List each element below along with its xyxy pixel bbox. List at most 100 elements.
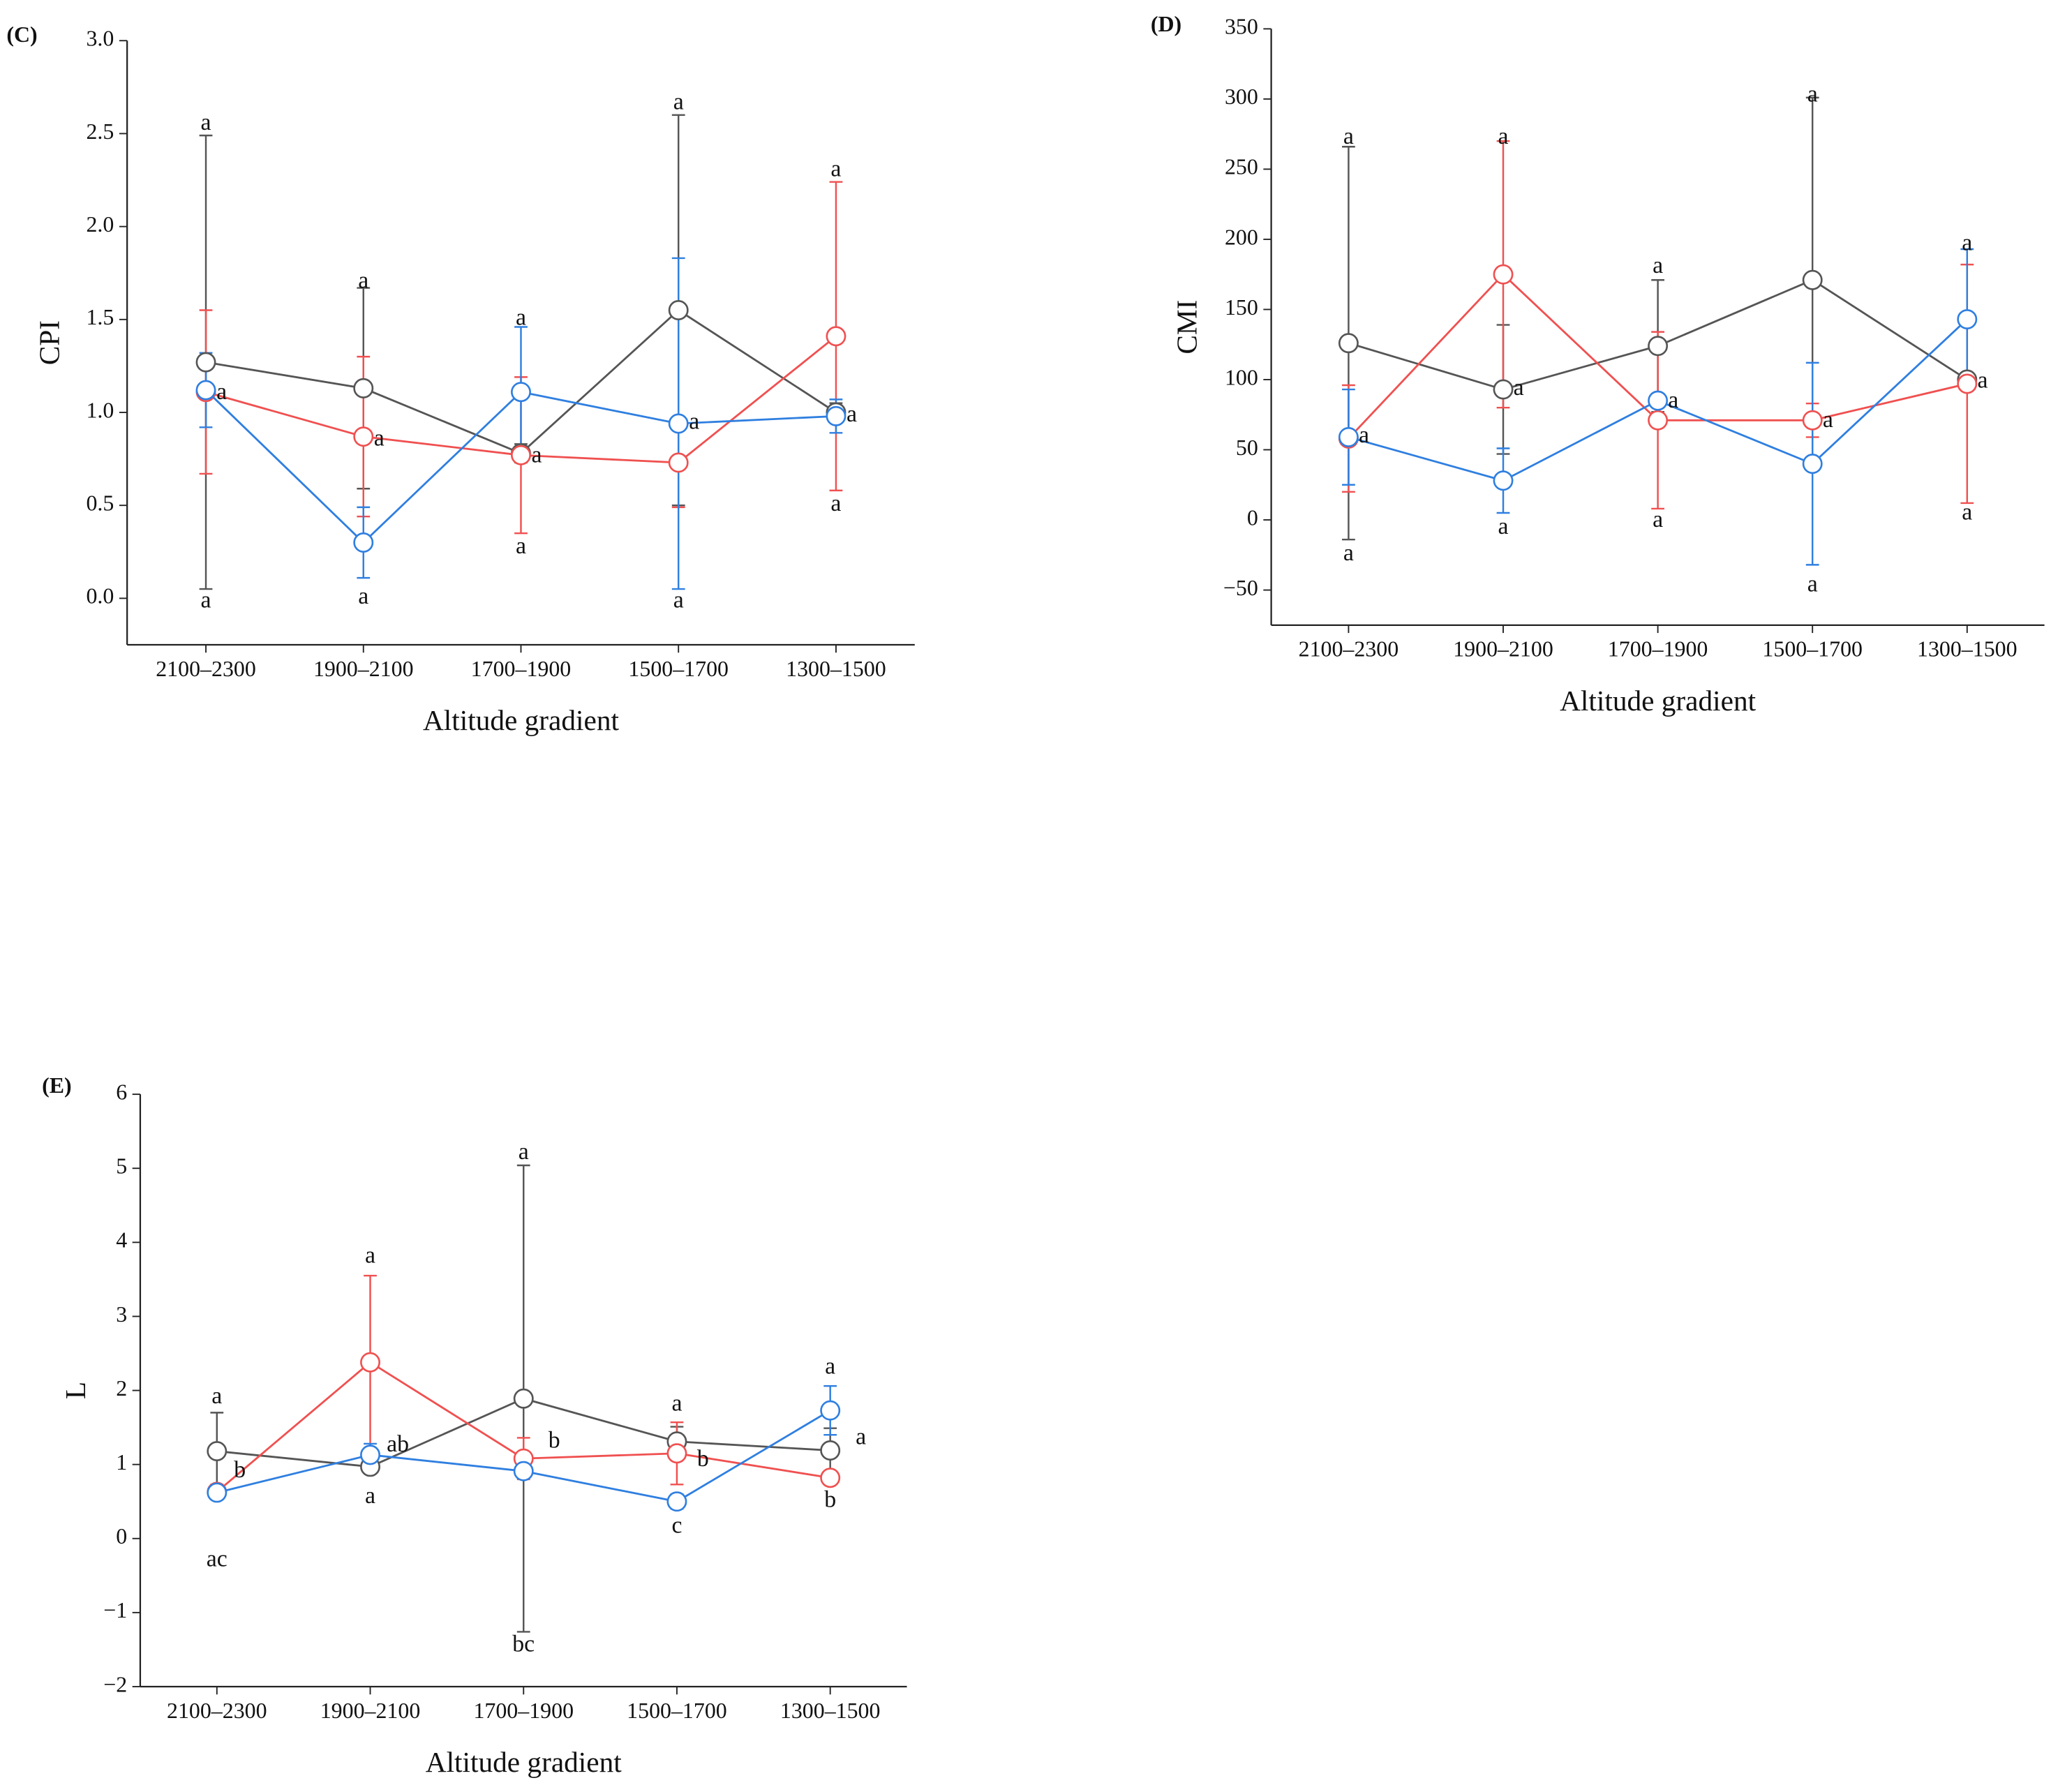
x-axis-title: Altitude gradient	[1560, 685, 1756, 717]
significance-letter: a	[532, 442, 542, 468]
x-tick-label: 2100–2300	[1299, 637, 1399, 662]
marker	[1802, 269, 1823, 290]
significance-letter: a	[201, 587, 211, 613]
x-tick-label: 1300–1500	[786, 657, 886, 681]
x-tick-label: 1300–1500	[1917, 637, 2018, 662]
marker	[207, 1482, 228, 1503]
y-tick-label: 1	[116, 1450, 127, 1474]
panel-label: (D)	[1151, 12, 1181, 36]
significance-letter: bc	[512, 1631, 535, 1657]
y-tick-label: 2	[116, 1376, 127, 1401]
marker	[195, 380, 216, 401]
significance-letter: a	[216, 379, 227, 405]
y-tick-label: 0	[116, 1524, 127, 1548]
y-axis-title: CMI	[1171, 300, 1203, 354]
significance-letter: a	[358, 583, 368, 609]
significance-letter: a	[1962, 500, 1972, 525]
marker	[666, 1491, 687, 1512]
y-tick-label: 1.0	[86, 398, 114, 422]
panel-label: (C)	[6, 22, 37, 47]
marker	[666, 1443, 687, 1464]
significance-letter: a	[673, 89, 684, 115]
marker	[820, 1468, 841, 1488]
significance-letter: a	[1807, 82, 1818, 107]
significance-letter: a	[1343, 124, 1354, 149]
significance-letter: a	[374, 426, 385, 451]
marker	[511, 445, 531, 465]
x-tick-label: 1700–1900	[471, 657, 572, 681]
marker	[1493, 379, 1514, 400]
significance-letter: a	[1343, 540, 1354, 566]
marker	[1493, 264, 1514, 285]
significance-letter: b	[234, 1457, 246, 1483]
significance-letter: a	[1653, 507, 1663, 532]
significance-letter: a	[516, 533, 526, 559]
significance-letter: a	[1977, 368, 1987, 394]
x-tick-label: 1300–1500	[780, 1698, 881, 1723]
marker	[668, 413, 689, 434]
significance-letter: a	[1653, 253, 1663, 278]
marker	[820, 1400, 841, 1421]
significance-letter: c	[671, 1513, 682, 1539]
significance-letter: b	[549, 1428, 560, 1454]
significance-letter: a	[1962, 230, 1972, 256]
significance-letter: a	[1514, 375, 1524, 401]
significance-letter: ac	[207, 1546, 228, 1571]
x-tick-label: 2100–2300	[167, 1698, 267, 1723]
significance-letter: b	[697, 1446, 709, 1472]
significance-letter: a	[1668, 387, 1678, 413]
x-tick-label: 1900–2100	[320, 1698, 421, 1723]
marker	[195, 352, 216, 373]
significance-letter: a	[856, 1424, 866, 1449]
y-tick-label: 100	[1225, 365, 1258, 389]
y-tick-label: 5	[116, 1154, 127, 1179]
marker	[360, 1352, 380, 1373]
marker	[668, 300, 689, 320]
y-tick-label: 3.0	[86, 27, 114, 51]
y-axis-title: L	[59, 1382, 91, 1399]
marker	[668, 452, 689, 473]
marker	[1957, 309, 1978, 329]
significance-letter: a	[211, 1383, 222, 1409]
marker	[513, 1388, 534, 1409]
significance-letter: a	[1498, 514, 1509, 539]
marker	[207, 1441, 228, 1462]
y-tick-label: 0.0	[86, 584, 114, 608]
x-tick-label: 1900–2100	[313, 657, 414, 681]
y-tick-label: 50	[1236, 435, 1258, 460]
marker	[1338, 426, 1359, 447]
marker	[1648, 410, 1669, 431]
y-tick-label: 1.5	[86, 305, 114, 329]
x-tick-label: 1500–1700	[1762, 637, 1863, 662]
marker	[820, 1440, 841, 1461]
marker	[1648, 390, 1669, 411]
significance-letter: a	[830, 156, 841, 181]
significance-letter: a	[673, 587, 684, 613]
significance-letter: a	[365, 1483, 375, 1509]
significance-letter: a	[846, 401, 857, 427]
marker	[826, 326, 846, 347]
significance-letter: a	[689, 409, 699, 435]
y-tick-label: 2.5	[86, 119, 114, 144]
significance-letter: a	[671, 1391, 682, 1417]
y-tick-label: 2.0	[86, 212, 114, 237]
y-tick-label: 3	[116, 1302, 127, 1327]
marker	[513, 1461, 534, 1481]
significance-letter: a	[1498, 124, 1509, 149]
y-tick-label: 250	[1225, 155, 1258, 179]
marker	[1957, 373, 1978, 394]
marker	[353, 426, 374, 447]
x-axis-title: Altitude gradient	[423, 704, 619, 736]
significance-letter: a	[365, 1242, 375, 1268]
significance-letter: a	[358, 267, 368, 293]
marker	[1493, 470, 1514, 491]
x-tick-label: 1500–1700	[628, 657, 729, 681]
significance-letter: a	[1823, 407, 1833, 433]
y-tick-label: 350	[1225, 15, 1258, 39]
significance-letter: a	[516, 305, 526, 331]
significance-letter: a	[1807, 571, 1818, 597]
x-tick-label: 1700–1900	[1608, 637, 1708, 662]
significance-letter: a	[519, 1139, 529, 1165]
y-tick-label: 200	[1225, 225, 1258, 249]
